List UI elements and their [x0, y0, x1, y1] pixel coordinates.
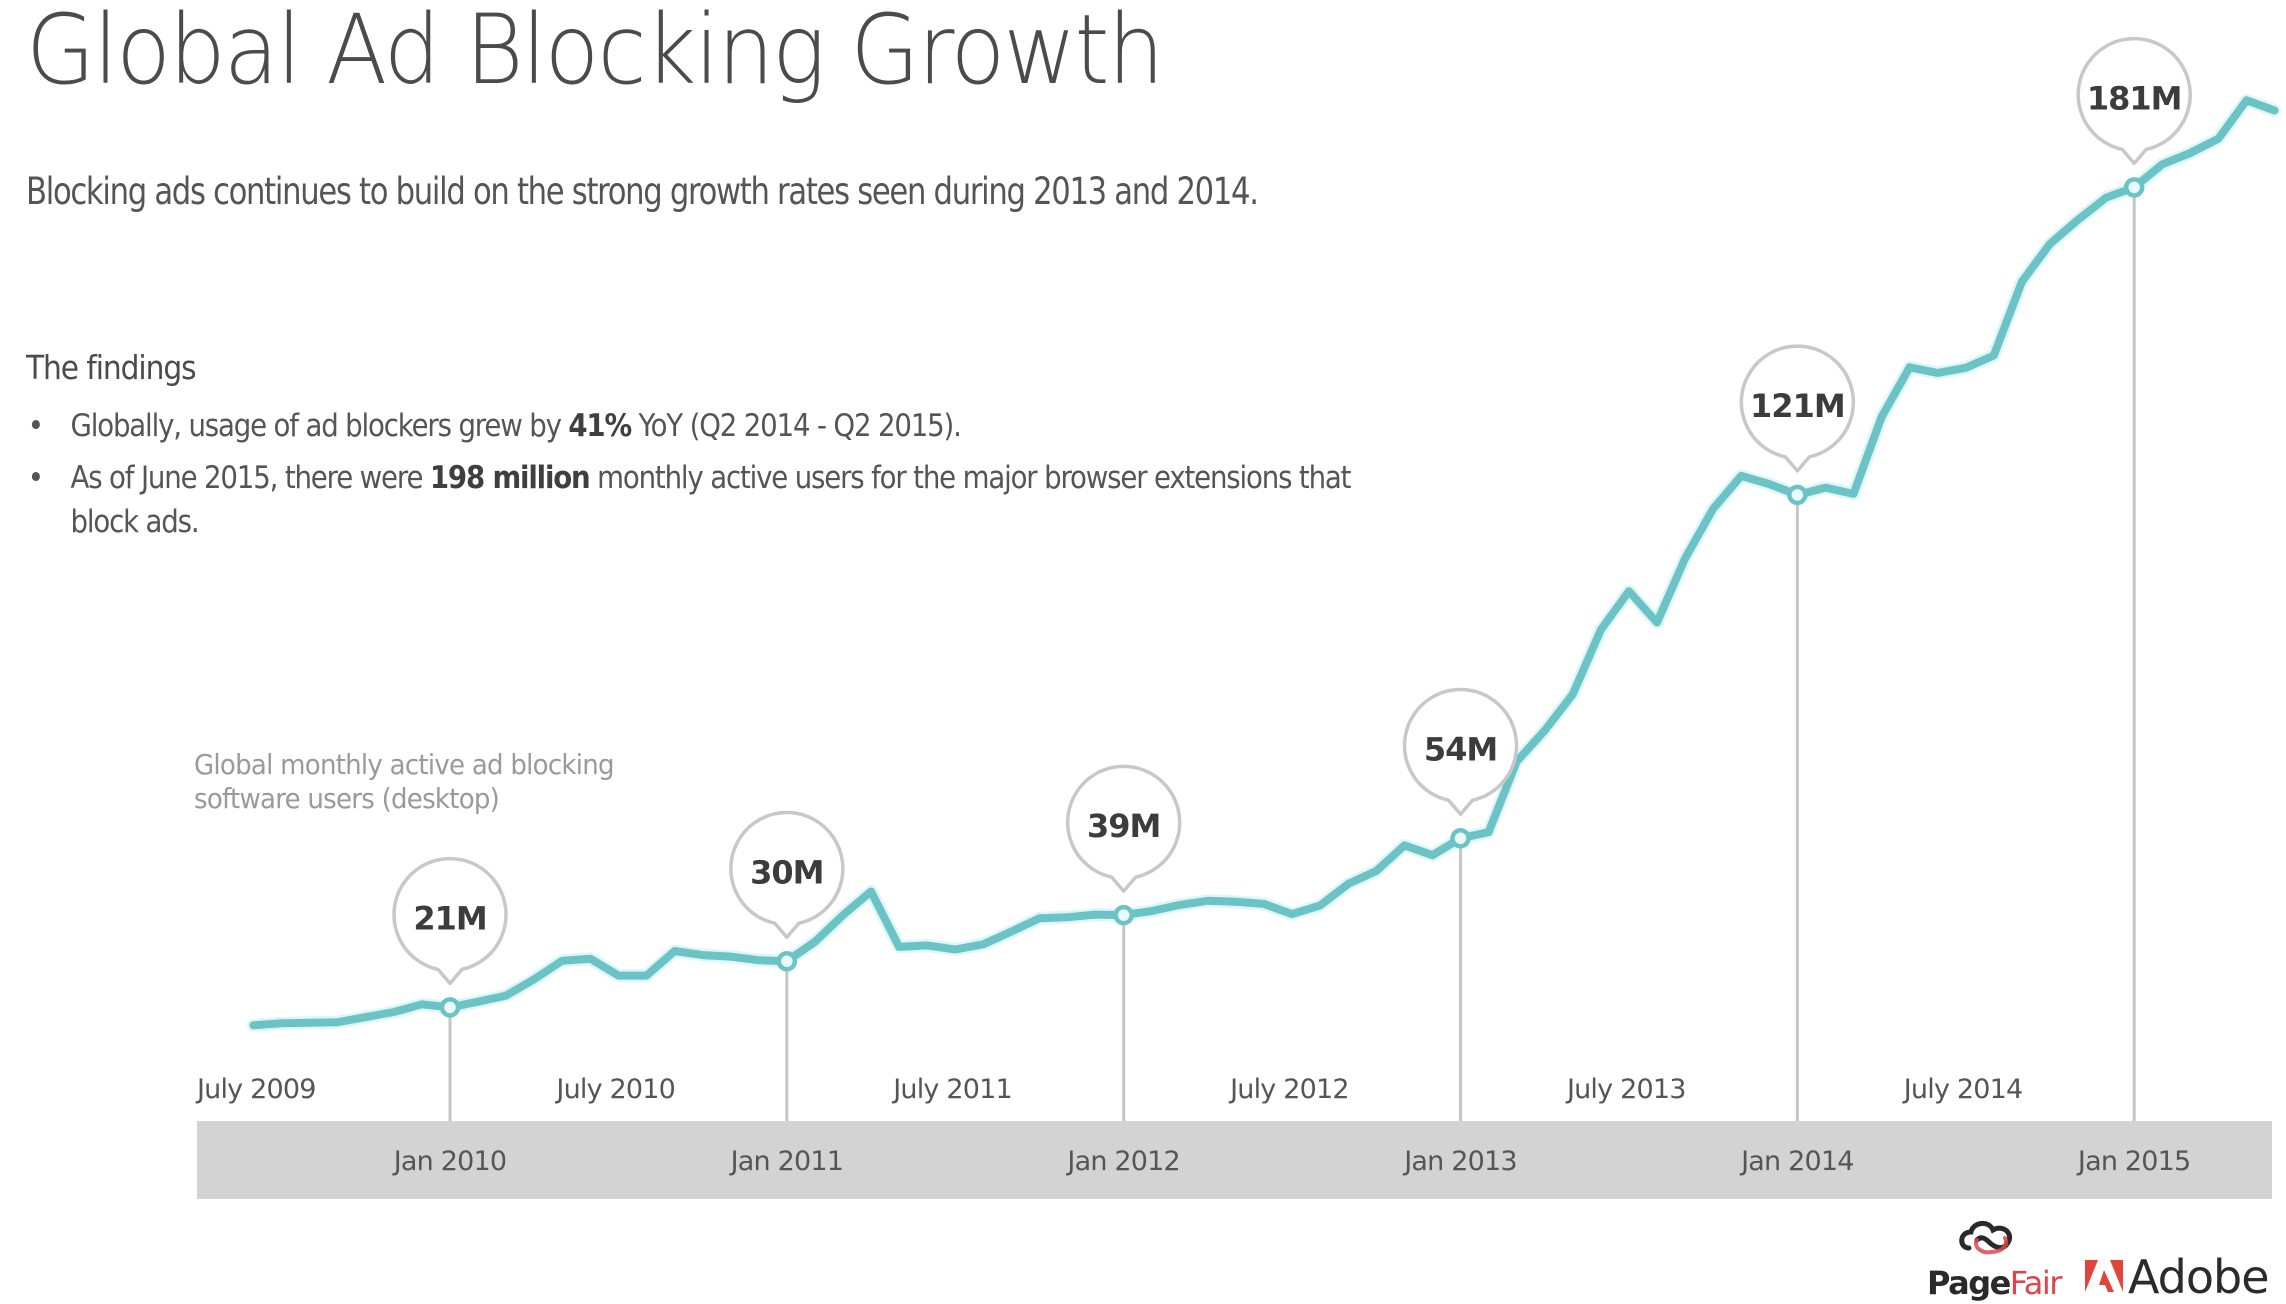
x-tick-label-jan: Jan 2012: [1065, 1146, 1180, 1177]
finding-item: • Globally, usage of ad blockers grew by …: [26, 404, 1361, 448]
callout-label: 121M: [1750, 387, 1845, 425]
callout-bubble: [392, 857, 508, 986]
findings-heading: The findings: [26, 348, 197, 387]
callout-bubble: [729, 810, 845, 939]
finding-highlight: 41%: [568, 408, 632, 444]
x-tick-label-july: July 2014: [1902, 1074, 2023, 1105]
x-tick-label-jan: Jan 2010: [392, 1146, 507, 1177]
callouts-layer: 21M 30M 39M 54M 121M 181M: [392, 37, 2192, 1018]
finding-highlight: 198 million: [429, 460, 591, 496]
subtitle: Blocking ads continues to build on the s…: [26, 170, 1259, 213]
series-line-layer: [247, 93, 2282, 1032]
finding-text: YoY (Q2 2014 - Q2 2015).: [630, 408, 962, 444]
callout-label: 30M: [750, 853, 823, 891]
findings-list: • Globally, usage of ad blockers grew by …: [26, 404, 1361, 552]
finding-text: As of June 2015, there were: [70, 460, 430, 496]
callout-bubble: [1402, 687, 1519, 816]
x-tick-label-july: July 2011: [891, 1074, 1012, 1105]
adobe-logo-text: Adobe: [2128, 1250, 2270, 1304]
logos: PageFair Adobe: [1925, 1218, 2286, 1304]
callout-marker: [1113, 904, 1134, 926]
callout-marker: [1787, 484, 1808, 506]
x-axis-band-layer: [197, 1121, 2272, 1199]
pagefair-cloud-icon: [1959, 1221, 2013, 1255]
bullet-icon: •: [27, 460, 44, 496]
series-line-glow: [247, 93, 2282, 1032]
x-tick-label-july: July 2010: [554, 1074, 675, 1105]
callout-bubble: [2076, 37, 2192, 166]
callout-marker: [776, 951, 798, 972]
series-label: Global monthly active ad blocking softwa…: [194, 748, 615, 815]
adobe-a-icon: [2085, 1260, 2123, 1292]
x-tick-label-july: July 2012: [1228, 1074, 1349, 1105]
pagefair-fair: Fair: [2009, 1264, 2063, 1302]
x-tick-label-jan: Jan 2013: [1402, 1146, 1517, 1177]
pagefair-page: Page: [1927, 1264, 2011, 1302]
x-axis-ticks-layer: July 2009 July 2010 July 2011 July 2012 July…: [195, 1074, 2191, 1177]
callout-marker: [1450, 828, 1471, 849]
guide-lines-layer: [448, 195, 2136, 1121]
x-tick-label-july: July 2013: [1565, 1074, 1686, 1105]
x-tick-label-july: July 2009: [195, 1074, 316, 1105]
x-tick-label-jan: Jan 2014: [1739, 1146, 1854, 1177]
callout-bubble: [1065, 764, 1182, 893]
x-axis-band: [197, 1121, 2272, 1199]
x-tick-label-jan: Jan 2015: [2076, 1146, 2191, 1177]
callout-label: 54M: [1424, 730, 1497, 768]
page-title: Global Ad Blocking Growth: [26, 0, 1164, 106]
pagefair-logo-text: PageFair: [1927, 1264, 2063, 1302]
callout-marker: [439, 997, 461, 1018]
finding-text: monthly active users for the major brows…: [70, 460, 1352, 540]
x-tick-label-jan: Jan 2011: [729, 1146, 844, 1177]
callout-label: 21M: [413, 899, 486, 937]
callout-marker: [2123, 177, 2145, 198]
callout-label: 181M: [2087, 79, 2182, 117]
finding-text: Globally, usage of ad blockers grew by: [70, 408, 569, 444]
finding-item: • As of June 2015, there were 198 million…: [26, 456, 1361, 544]
bullet-icon: •: [27, 408, 44, 444]
callout-label: 39M: [1087, 807, 1160, 845]
callout-bubble: [1739, 344, 1856, 473]
series-line: [249, 96, 2279, 1030]
